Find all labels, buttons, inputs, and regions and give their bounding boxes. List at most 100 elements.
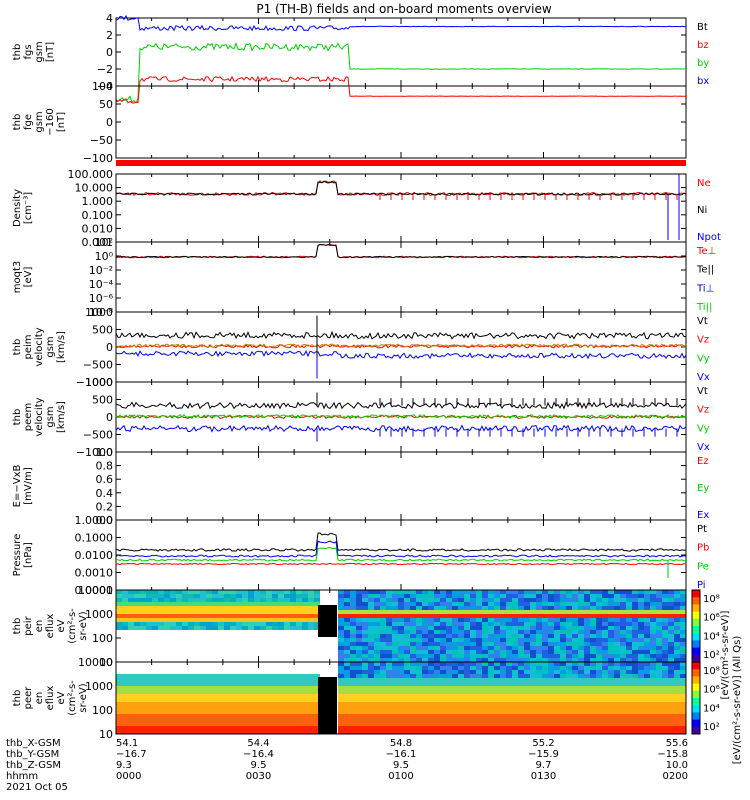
peer-spectrogram-cell <box>572 662 578 666</box>
peer-spectrogram-cell <box>488 702 494 706</box>
peer-spectrogram-cell <box>416 714 422 718</box>
peer-spectrogram-cell <box>464 702 470 706</box>
peer-spectrogram-cell <box>428 730 434 734</box>
peer-spectrogram-cell <box>488 726 494 730</box>
peer-spectrogram-cell <box>176 702 182 706</box>
peer-spectrogram-cell <box>152 690 158 694</box>
peir-spectrogram-cell <box>560 614 566 618</box>
peir-spectrogram-cell <box>158 594 164 598</box>
peer-spectrogram-cell <box>194 730 200 734</box>
peir-spectrogram-cell <box>668 622 674 626</box>
peir-spectrogram-cell <box>410 630 416 634</box>
peer-spectrogram-cell <box>356 702 362 706</box>
peer-spectrogram-cell <box>380 730 386 734</box>
peer-spectrogram-cell <box>296 690 302 694</box>
peir-spectrogram-cell <box>416 642 422 646</box>
peir-spectrogram-cell <box>236 618 242 622</box>
legend-te: Te⊥ <box>696 246 716 257</box>
peer-spectrogram-cell <box>560 722 566 726</box>
peir-spectrogram-cell <box>458 622 464 626</box>
peir-spectrogram-cell <box>476 630 482 634</box>
peir-spectrogram-cell <box>536 606 542 610</box>
peer-spectrogram-cell <box>278 710 284 714</box>
peir-spectrogram-cell <box>656 646 662 650</box>
peer-spectrogram-cell <box>680 698 686 702</box>
peer-spectrogram-cell <box>584 662 590 666</box>
peer-spectrogram-cell <box>392 662 398 666</box>
peir-spectrogram-cell <box>350 630 356 634</box>
legend-ne: Ne <box>697 178 711 189</box>
peer-spectrogram-cell <box>266 730 272 734</box>
peir-spectrogram-cell <box>476 622 482 626</box>
peir-spectrogram-cell <box>356 606 362 610</box>
peer-spectrogram-cell <box>392 698 398 702</box>
peir-spectrogram-cell <box>410 638 416 642</box>
x-axis-value: 10.0 <box>666 760 688 771</box>
peir-spectrogram-cell <box>266 598 272 602</box>
peir-spectrogram-cell <box>476 642 482 646</box>
peer-spectrogram-cell <box>188 678 194 682</box>
peir-spectrogram-cell <box>620 610 626 614</box>
peir-spectrogram-cell <box>680 606 686 610</box>
y-tick-label: 10⁻⁸ <box>89 306 114 319</box>
peir-spectrogram-cell <box>602 614 608 618</box>
peir-spectrogram-cell <box>176 618 182 622</box>
peer-spectrogram-cell <box>194 710 200 714</box>
y-tick-label: 100 <box>92 632 113 645</box>
peer-spectrogram-cell <box>578 666 584 670</box>
peer-spectrogram-cell <box>524 662 530 666</box>
peir-spectrogram-cell <box>500 618 506 622</box>
peer-spectrogram-cell <box>650 722 656 726</box>
peir-spectrogram-cell <box>530 606 536 610</box>
peer-spectrogram-cell <box>596 698 602 702</box>
peir-spectrogram-cell <box>416 602 422 606</box>
peer-spectrogram-cell <box>644 730 650 734</box>
peir-spectrogram-cell <box>422 618 428 622</box>
peer-spectrogram-cell <box>134 690 140 694</box>
panel-frame <box>115 451 687 521</box>
peir-spectrogram-cell <box>464 590 470 594</box>
peer-spectrogram-cell <box>452 666 458 670</box>
peer-spectrogram-cell <box>680 714 686 718</box>
peir-spectrogram-cell <box>464 622 470 626</box>
peer-spectrogram-cell <box>488 678 494 682</box>
peir-spectrogram-cell <box>260 598 266 602</box>
colorbar-segment <box>692 654 700 663</box>
peer-spectrogram-cell <box>620 662 626 666</box>
peir-spectrogram-cell <box>626 654 632 658</box>
peir-spectrogram-cell <box>500 610 506 614</box>
peer-spectrogram-cell <box>242 702 248 706</box>
peir-spectrogram-cell <box>518 606 524 610</box>
peir-spectrogram-cell <box>338 630 344 634</box>
peir-spectrogram-cell <box>386 614 392 618</box>
peer-spectrogram-cell <box>380 670 386 674</box>
peer-spectrogram-cell <box>458 726 464 730</box>
peir-spectrogram-cell <box>140 590 146 594</box>
peer-spectrogram-cell <box>680 682 686 686</box>
peir-spectrogram-cell <box>530 594 536 598</box>
peer-spectrogram-cell <box>572 682 578 686</box>
peer-spectrogram-cell <box>416 670 422 674</box>
peir-spectrogram-cell <box>614 622 620 626</box>
peer-spectrogram-cell <box>440 718 446 722</box>
y-tick-label: 0 <box>106 116 113 129</box>
peir-spectrogram-cell <box>572 658 578 662</box>
peir-spectrogram-cell <box>380 626 386 630</box>
peer-spectrogram-cell <box>584 718 590 722</box>
peer-spectrogram-cell <box>494 710 500 714</box>
y-axis-label: fge <box>23 114 34 130</box>
x-axis-value: 0200 <box>663 771 688 782</box>
peir-spectrogram-cell <box>362 590 368 594</box>
peer-spectrogram-cell <box>416 710 422 714</box>
peir-spectrogram-cell <box>194 602 200 606</box>
peer-spectrogram-cell <box>272 678 278 682</box>
peer-spectrogram-cell <box>236 730 242 734</box>
peer-spectrogram-cell <box>512 666 518 670</box>
peir-spectrogram-cell <box>440 598 446 602</box>
peer-spectrogram-cell <box>518 698 524 702</box>
peer-spectrogram-cell <box>656 686 662 690</box>
peer-spectrogram-cell <box>524 690 530 694</box>
peir-spectrogram-cell <box>392 602 398 606</box>
peer-spectrogram-cell <box>404 678 410 682</box>
peir-spectrogram-cell <box>404 594 410 598</box>
